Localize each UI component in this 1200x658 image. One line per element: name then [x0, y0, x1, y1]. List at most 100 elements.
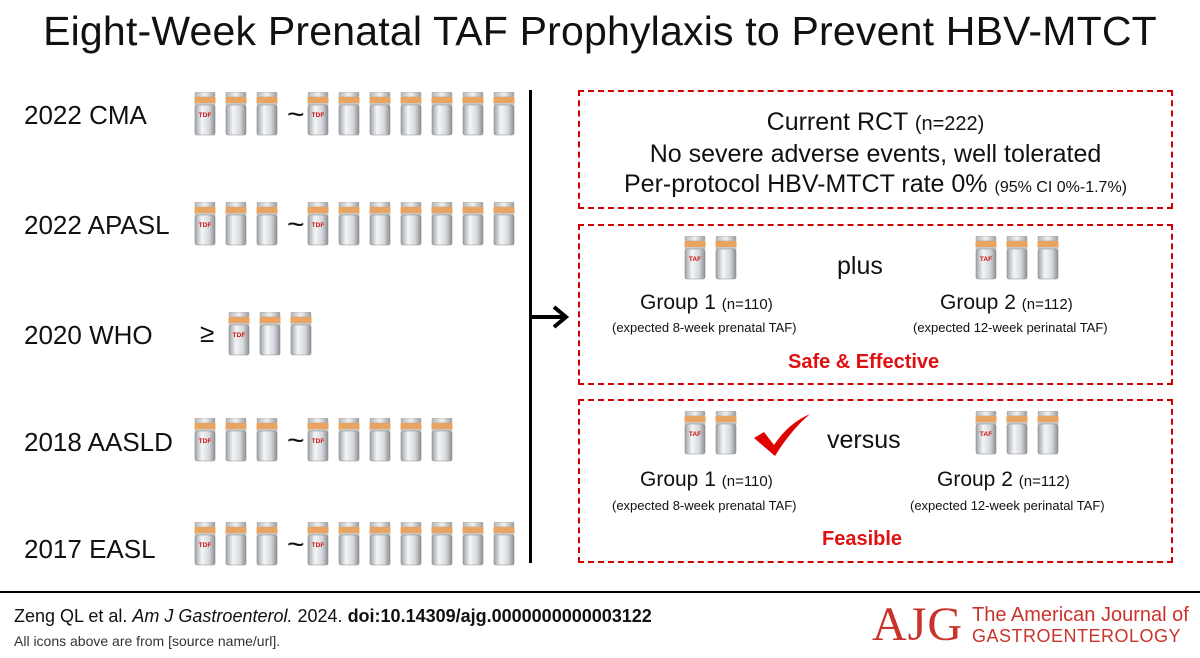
divider-line — [529, 90, 532, 563]
tilde-symbol: ~ — [287, 98, 305, 131]
svg-text:TAF: TAF — [980, 431, 992, 438]
group1-description: (expected 8-week prenatal TAF) — [612, 320, 797, 335]
labeled-pill-bottle-icon: TDF — [194, 522, 216, 566]
rct-sample-size: (n=222) — [914, 113, 985, 135]
feasible-label: Feasible — [822, 528, 903, 550]
svg-text:TDF: TDF — [199, 112, 212, 119]
group1-n-b3: (n=110) — [721, 473, 773, 490]
rct-line-3: Per-protocol HBV-MTCT rate 0% (95% CI 0%… — [580, 169, 1171, 203]
tilde-symbol: ~ — [287, 528, 305, 561]
guideline-bottles-cma: TDF ~ TDF — [194, 92, 524, 136]
svg-text:TDF: TDF — [311, 542, 324, 549]
group2-n: (n=112) — [1021, 296, 1073, 313]
tilde-symbol: ~ — [287, 208, 305, 241]
svg-text:TDF: TDF — [233, 332, 246, 339]
pill-bottle-icon — [493, 92, 515, 136]
pill-bottle-icon — [225, 522, 247, 566]
rct-line-1: Current RCT (n=222) — [580, 107, 1171, 139]
group2-label-b3: Group 2 (n=112) — [937, 468, 1070, 492]
versus-connector: versus — [827, 426, 901, 454]
footer-divider — [0, 591, 1200, 593]
group1-name-b3: Group 1 — [640, 468, 716, 491]
geq-symbol: ≥ — [200, 318, 215, 348]
svg-text:TDF: TDF — [311, 112, 324, 119]
svg-text:TDF: TDF — [311, 438, 324, 445]
rct-summary-box: Current RCT (n=222) No severe adverse ev… — [578, 90, 1173, 209]
icon-credit: All icons above are from [source name/ur… — [14, 633, 281, 649]
group1-name: Group 1 — [640, 291, 716, 314]
group2-name-b3: Group 2 — [937, 468, 1013, 491]
svg-text:TAF: TAF — [980, 256, 992, 263]
rct-mtct-rate: Per-protocol HBV-MTCT rate 0% — [624, 170, 988, 198]
pill-bottle-icon — [369, 418, 391, 462]
pill-bottle-icon — [1006, 411, 1028, 455]
pill-bottle-icon — [431, 522, 453, 566]
safe-effective-label: Safe & Effective — [788, 351, 940, 373]
labeled-pill-bottle-icon: TDF — [307, 418, 329, 462]
guideline-label-easl: 2017 EASL — [24, 534, 156, 564]
labeled-pill-bottle-icon: TAF — [684, 236, 706, 280]
labeled-pill-bottle-icon: TDF — [307, 522, 329, 566]
labeled-pill-bottle-icon: TDF — [307, 92, 329, 136]
pill-bottle-icon — [431, 92, 453, 136]
pill-bottle-icon — [338, 418, 360, 462]
group2-label: Group 2 (n=112) — [940, 291, 1073, 315]
right-arrow-icon — [532, 305, 570, 329]
svg-text:TAF: TAF — [689, 256, 701, 263]
guideline-bottles-easl: TDF ~ TDF — [194, 522, 524, 566]
pill-bottle-icon — [400, 418, 422, 462]
group1-description-b3: (expected 8-week prenatal TAF) — [612, 498, 797, 513]
labeled-pill-bottle-icon: TAF — [684, 411, 706, 455]
pill-bottle-icon — [431, 202, 453, 246]
pill-bottle-icon — [369, 92, 391, 136]
guideline-label-who: 2020 WHO — [24, 320, 153, 350]
checkmark-icon — [754, 414, 810, 456]
feasibility-box — [578, 399, 1173, 563]
citation: Zeng QL et al. Am J Gastroenterol. 2024.… — [14, 606, 652, 627]
rct-title: Current RCT — [766, 108, 908, 136]
citation-authors: Zeng QL et al. — [14, 606, 128, 626]
rct-confidence-interval: (95% CI 0%-1.7%) — [994, 179, 1128, 196]
svg-text:TDF: TDF — [311, 222, 324, 229]
group1-bottles-b3: TAF — [684, 411, 746, 455]
pill-bottle-icon — [1037, 236, 1059, 280]
svg-text:TDF: TDF — [199, 438, 212, 445]
pill-bottle-icon — [1006, 236, 1028, 280]
labeled-pill-bottle-icon: TDF — [307, 202, 329, 246]
pill-bottle-icon — [225, 92, 247, 136]
labeled-pill-bottle-icon: TDF — [194, 418, 216, 462]
group1-label: Group 1 (n=110) — [640, 291, 773, 315]
pill-bottle-icon — [256, 418, 278, 462]
pill-bottle-icon — [259, 312, 281, 356]
labeled-pill-bottle-icon: TDF — [228, 312, 250, 356]
guideline-bottles-aasld: TDF ~ TDF — [194, 418, 462, 462]
ajg-logo: AJG — [872, 598, 964, 651]
guideline-label-apasl: 2022 APASL — [24, 210, 170, 240]
journal-name-line2: GASTROENTEROLOGY — [972, 626, 1182, 646]
pill-bottle-icon — [400, 202, 422, 246]
svg-text:TDF: TDF — [199, 222, 212, 229]
guideline-label-aasld: 2018 AASLD — [24, 427, 173, 457]
guideline-bottles-who: ≥ TDF — [200, 312, 321, 356]
pill-bottle-icon — [338, 202, 360, 246]
labeled-pill-bottle-icon: TDF — [194, 202, 216, 246]
group2-n-b3: (n=112) — [1018, 473, 1070, 490]
rct-line-2: No severe adverse events, well tolerated — [649, 140, 1102, 168]
labeled-pill-bottle-icon: TDF — [194, 92, 216, 136]
tilde-symbol: ~ — [287, 424, 305, 457]
labeled-pill-bottle-icon: TAF — [975, 236, 997, 280]
group2-bottles-b3: TAF — [975, 411, 1068, 455]
group1-bottles: TAF — [684, 236, 746, 280]
pill-bottle-icon — [493, 202, 515, 246]
group2-description: (expected 12-week perinatal TAF) — [913, 320, 1108, 335]
svg-text:TDF: TDF — [199, 542, 212, 549]
pill-bottle-icon — [462, 202, 484, 246]
pill-bottle-icon — [715, 236, 737, 280]
pill-bottle-icon — [462, 92, 484, 136]
group1-label-b3: Group 1 (n=110) — [640, 468, 773, 492]
pill-bottle-icon — [369, 202, 391, 246]
labeled-pill-bottle-icon: TAF — [975, 411, 997, 455]
pill-bottle-icon — [225, 418, 247, 462]
journal-name-line1: The American Journal of — [972, 604, 1189, 626]
pill-bottle-icon — [400, 92, 422, 136]
